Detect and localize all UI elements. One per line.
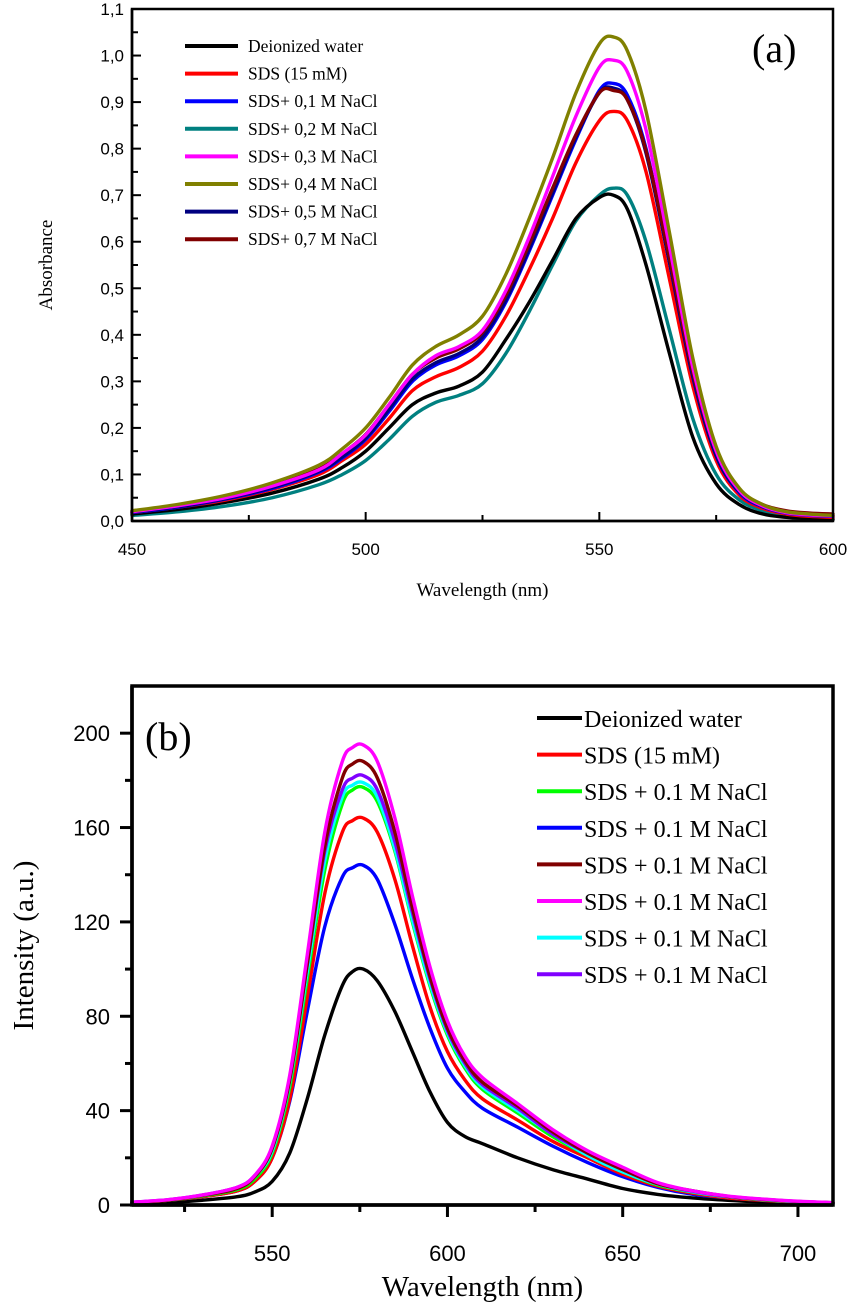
a-series-line-0 <box>130 192 835 522</box>
panel-label-a: (a) <box>752 26 796 71</box>
a-series-line-6 <box>130 85 835 518</box>
a-y-tick-label: 0,4 <box>100 326 124 345</box>
a-y-tick-label: 1,0 <box>100 47 124 66</box>
a-legend-label: Deionized water <box>248 36 363 56</box>
a-y-tick-label: 0,5 <box>100 279 124 298</box>
a-x-tick-label: 450 <box>118 540 146 559</box>
a-y-tick-label: 0,6 <box>100 233 124 252</box>
a-y-tick-label: 0,7 <box>100 186 124 205</box>
b-series-line-0 <box>130 966 835 1206</box>
b-y-tick-label: 0 <box>98 1193 110 1218</box>
b-legend-label: SDS + 0.1 M NaCl <box>584 853 768 879</box>
a-y-tick-label: 0,1 <box>100 465 124 484</box>
a-legend-label: SDS+ 0,4 M NaCl <box>248 174 378 194</box>
b-series-line-6 <box>130 780 835 1205</box>
intensity-chart: 550 600 650 700 0 40 80 120 160 200 Wavelength (n… <box>8 684 835 1303</box>
absorbance-legend: Deionized water SDS (15 mM) SDS+ 0,1 M NaC… <box>185 36 378 249</box>
a-y-tick-label: 0,0 <box>100 512 124 531</box>
b-legend-label: SDS + 0.1 M NaCl <box>584 890 768 916</box>
absorbance-y-axis-title: Absorbance <box>36 220 57 311</box>
a-y-tick-label: 1,1 <box>100 0 124 19</box>
b-series-line-2 <box>130 784 835 1205</box>
b-x-tick-label: 600 <box>429 1241 466 1266</box>
a-x-tick-label: 600 <box>819 540 847 559</box>
a-legend-label: SDS+ 0,1 M NaCl <box>248 91 378 111</box>
a-x-tick-label: 550 <box>585 540 613 559</box>
b-series-line-5 <box>130 742 835 1205</box>
b-y-tick-label: 120 <box>73 910 110 935</box>
absorbance-axes: 450 500 550 600 0,0 0,1 0,2 0,3 0,4 0,5 0,6 0,7 0,8 0… <box>100 0 847 559</box>
a-y-tick-label: 0,8 <box>100 140 124 159</box>
a-legend-label: SDS+ 0,5 M NaCl <box>248 202 378 222</box>
a-y-tick-label: 0,2 <box>100 419 124 438</box>
b-legend-label: SDS + 0.1 M NaCl <box>584 780 768 806</box>
a-legend-label: SDS (15 mM) <box>248 64 347 84</box>
absorbance-curves <box>130 34 835 522</box>
b-x-tick-label: 550 <box>254 1241 291 1266</box>
a-series-line-5 <box>130 34 835 518</box>
absorbance-chart: 450 500 550 600 0,0 0,1 0,2 0,3 0,4 0,5 0,6 0,7 0,8 0… <box>36 0 847 601</box>
b-legend-label: SDS (15 mM) <box>584 744 720 770</box>
a-series-line-3 <box>130 186 835 520</box>
panel-label-b: (b) <box>145 714 192 759</box>
a-legend-label: SDS+ 0,3 M NaCl <box>248 146 378 166</box>
b-y-tick-label: 80 <box>86 1004 110 1029</box>
absorbance-plot-frame <box>130 7 835 523</box>
a-y-tick-label: 0,3 <box>100 372 124 391</box>
a-series-line-7 <box>130 86 835 516</box>
a-legend-label: SDS+ 0,7 M NaCl <box>248 229 378 249</box>
intensity-curves <box>130 742 835 1206</box>
a-x-tick-label: 500 <box>351 540 379 559</box>
b-y-tick-label: 160 <box>73 816 110 841</box>
b-y-tick-label: 200 <box>73 721 110 746</box>
b-x-tick-label: 650 <box>604 1241 641 1266</box>
intensity-y-axis-title: Intensity (a.u.) <box>8 861 40 1031</box>
a-legend-label: SDS+ 0,2 M NaCl <box>248 119 378 139</box>
b-legend-label: SDS + 0.1 M NaCl <box>584 817 768 843</box>
intensity-axes: 550 600 650 700 0 40 80 120 160 200 <box>73 686 833 1266</box>
intensity-x-axis-title: Wavelength (nm) <box>382 1271 583 1303</box>
b-legend-label: Deionized water <box>584 707 742 733</box>
a-series-line-2 <box>130 81 835 519</box>
a-series-line-1 <box>130 109 835 519</box>
a-y-tick-label: 0,9 <box>100 93 124 112</box>
absorbance-x-axis-title: Wavelength (nm) <box>417 580 549 601</box>
b-legend-label: SDS + 0.1 M NaCl <box>584 927 768 953</box>
b-legend-label: SDS + 0.1 M NaCl <box>584 963 768 989</box>
b-x-tick-label: 700 <box>780 1241 817 1266</box>
intensity-legend: Deionized water SDS (15 mM) SDS + 0.1 M Na… <box>537 707 768 989</box>
b-y-tick-label: 40 <box>86 1099 110 1124</box>
